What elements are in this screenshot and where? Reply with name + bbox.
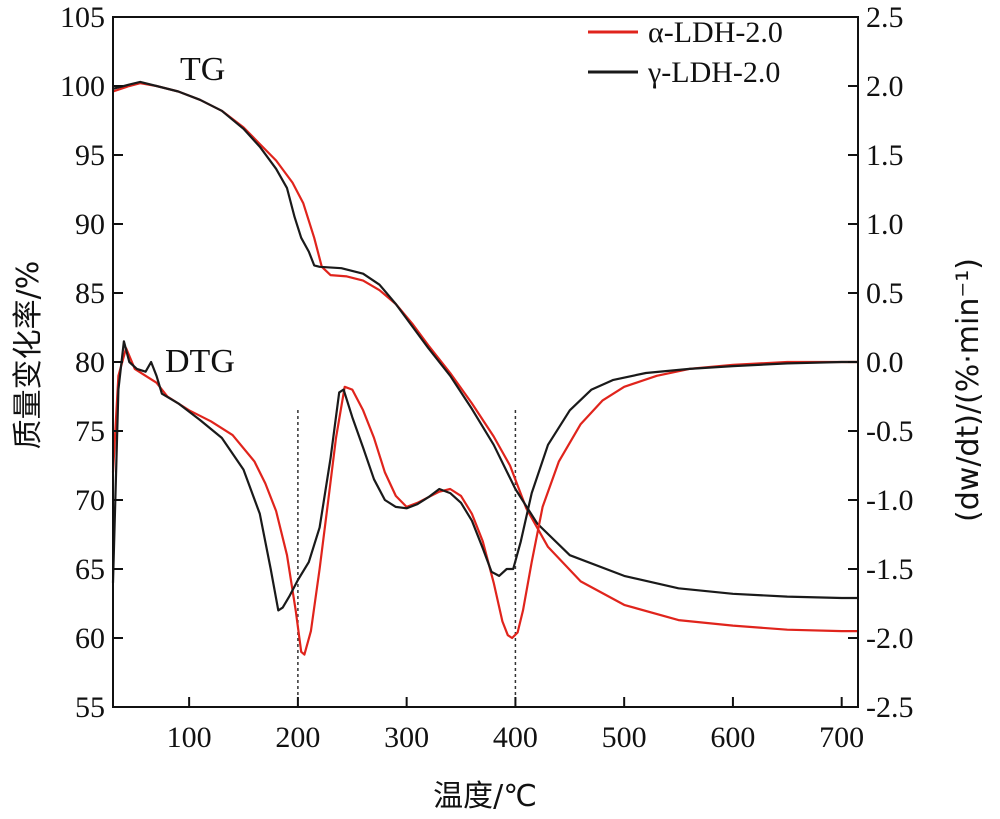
y-left-tick-label: 75 (75, 415, 105, 448)
y-left-tick-label: 90 (75, 208, 105, 241)
y-right-tick-label: 1.5 (866, 139, 904, 172)
axis-tick-labels: 100 200 300 400 500 600 700 105 100 95 90 85 80 75 70 6… (60, 1, 914, 754)
x-tick-label: 100 (167, 721, 212, 754)
annotation-dtg: DTG (165, 343, 235, 380)
x-tick-label: 600 (710, 721, 755, 754)
y-left-tick-label: 80 (75, 346, 105, 379)
series-line-dtg-alpha (111, 347, 858, 656)
y-left-tick-label: 70 (75, 484, 105, 517)
y-right-tick-label: 1.0 (866, 208, 904, 241)
y-left-tick-label: 85 (75, 277, 105, 310)
axis-ticks (113, 16, 858, 708)
legend-label-gamma: γ-LDH-2.0 (647, 56, 780, 89)
x-tick-label: 500 (602, 721, 647, 754)
series-line-dtg-gamma (111, 340, 858, 612)
x-axis-title: 温度/℃ (433, 779, 537, 814)
y-right-tick-label: -2.5 (866, 691, 914, 724)
reference-lines (297, 410, 517, 707)
legend-label-alpha: α-LDH-2.0 (648, 16, 783, 49)
x-tick-label: 400 (493, 721, 538, 754)
y-right-tick-label: 2.5 (866, 1, 904, 34)
y-left-tick-label: 60 (75, 622, 105, 655)
y-right-tick-label: -0.5 (866, 415, 914, 448)
y-left-tick-label: 100 (60, 70, 105, 103)
y-right-tick-label: 2.0 (866, 70, 904, 103)
right-axis-title: (dw/dt)/(%·min⁻¹) (951, 258, 986, 522)
y-right-tick-label: -1.0 (866, 484, 914, 517)
series-lines (111, 80, 858, 656)
x-tick-label: 700 (819, 721, 864, 754)
y-left-tick-label: 55 (75, 691, 105, 724)
y-right-tick-label: -1.5 (866, 553, 914, 586)
y-left-tick-label: 65 (75, 553, 105, 586)
left-axis-title: 质量变化率/% (11, 261, 46, 450)
y-left-tick-label: 95 (75, 139, 105, 172)
x-tick-label: 300 (384, 721, 429, 754)
series-line-tg-gamma (112, 80, 858, 600)
annotation-tg: TG (180, 51, 225, 88)
legend: α-LDH-2.0 γ-LDH-2.0 (588, 16, 783, 89)
y-left-tick-label: 105 (60, 1, 105, 34)
y-right-tick-label: 0.5 (866, 277, 904, 310)
x-tick-label: 200 (275, 721, 320, 754)
y-right-tick-label: -2.0 (866, 622, 914, 655)
y-right-tick-label: 0.0 (866, 346, 904, 379)
